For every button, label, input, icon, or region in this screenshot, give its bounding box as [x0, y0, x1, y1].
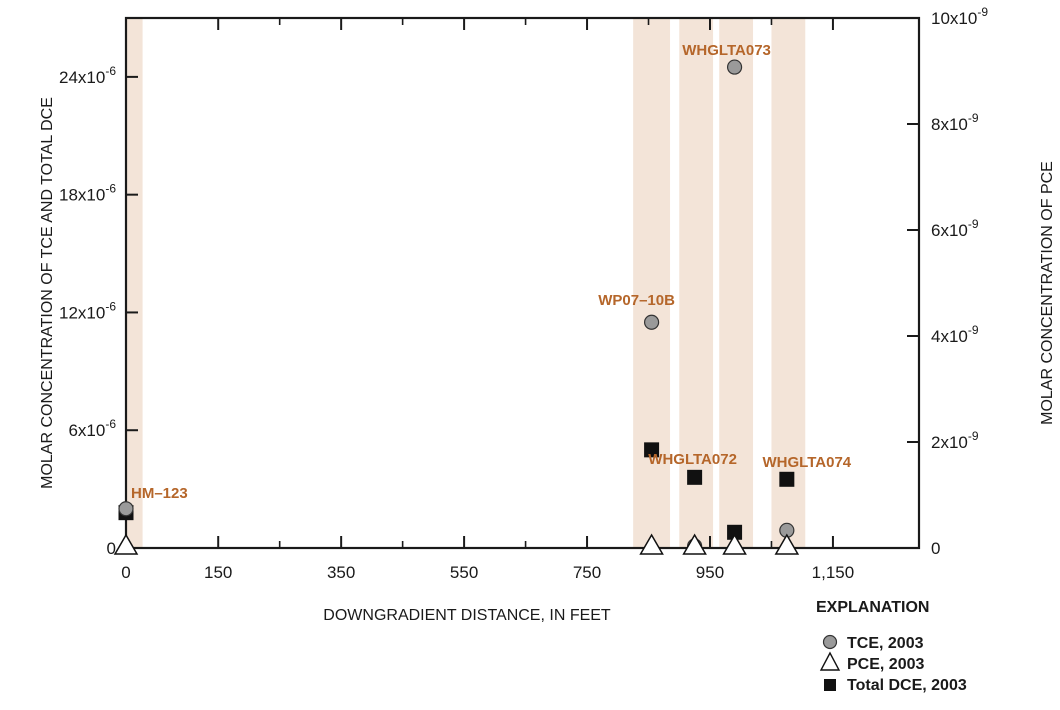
data-point-triangle [639, 533, 664, 555]
data-point-triangle [774, 533, 800, 555]
y2-tick-label: 0 [931, 539, 940, 558]
y-tick-label: 24x10-6 [59, 64, 116, 87]
well-label: HM–123 [131, 485, 188, 502]
y2-tick-label: 4x10-9 [931, 323, 979, 346]
x-tick-label: 0 [121, 563, 130, 582]
data-point-circle [726, 59, 743, 75]
x-tick-label: 150 [204, 563, 232, 582]
x-tick-label: 950 [696, 563, 724, 582]
y-tick-label: 12x10-6 [59, 299, 116, 322]
well-label: WHGLTA073 [682, 42, 771, 59]
legend: EXPLANATION TCE, 2003 PCE, 2003 Total DCE,… [816, 599, 967, 694]
y2-axis-title: MOLAR CONCENTRATION OF PCE [1039, 161, 1056, 425]
legend-marker-circle [822, 634, 838, 650]
x-axis-title: DOWNGRADIENT DISTANCE, IN FEET [323, 607, 611, 624]
plot-frame [124, 16, 921, 550]
x-tick-label: 1,150 [812, 563, 855, 582]
ticks: 0 150 350 550 750 950 1,150 0 6x10-6 12x10-6 18x10… [59, 5, 988, 582]
data-point-square [779, 471, 795, 487]
legend-marker-triangle [819, 651, 841, 671]
x-tick-label: 550 [450, 563, 478, 582]
data-point-triangle [113, 533, 139, 555]
y-axis-title: MOLAR CONCENTRATION OF TCE AND TOTAL DCE [39, 97, 56, 489]
x-tick-label: 750 [573, 563, 601, 582]
well-label: WHGLTA074 [763, 454, 852, 471]
data-point-triangle [722, 533, 747, 555]
data-marks [113, 59, 800, 555]
y2-tick-label: 10x10-9 [931, 5, 988, 28]
data-point-square [687, 469, 703, 485]
legend-marker-square [824, 679, 836, 691]
y2-tick-label: 6x10-9 [931, 217, 979, 240]
well-band [633, 18, 671, 548]
well-labels: HM–123 WP07–10B WHGLTA072 WHGLTA073 WHGLTA07… [131, 42, 852, 502]
x-tick-label: 350 [327, 563, 355, 582]
well-label: WP07–10B [598, 292, 675, 309]
axes [124, 16, 921, 550]
legend-label: PCE, 2003 [847, 656, 924, 673]
well-band [719, 18, 754, 548]
y2-tick-label: 2x10-9 [931, 429, 979, 452]
well-label: WHGLTA072 [648, 451, 737, 468]
y2-tick-label: 8x10-9 [931, 111, 979, 134]
well-band [771, 18, 806, 548]
y-tick-label: 0 [107, 539, 116, 558]
legend-label: TCE, 2003 [847, 635, 924, 652]
data-point-circle [118, 501, 134, 517]
well-band [126, 18, 143, 548]
well-band [679, 18, 714, 548]
well-bands [126, 18, 806, 548]
y-tick-label: 6x10-6 [68, 417, 116, 440]
legend-label: Total DCE, 2003 [847, 677, 967, 694]
data-point-square [727, 524, 743, 540]
data-point-circle [643, 314, 660, 330]
data-point-triangle [682, 533, 707, 555]
y-tick-label: 18x10-6 [59, 182, 116, 205]
legend-title: EXPLANATION [816, 599, 929, 616]
data-point-square [644, 442, 660, 458]
